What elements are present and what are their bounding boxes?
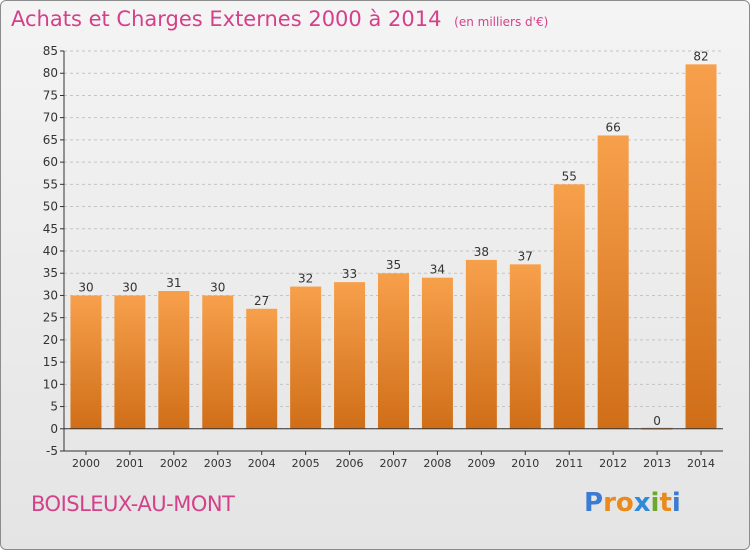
bar [509, 264, 541, 429]
data-label: 0 [653, 414, 661, 428]
logo-letter: i [650, 488, 660, 518]
y-tick-label: 70 [43, 111, 58, 125]
x-tick-label: 2012 [599, 457, 627, 470]
bar [114, 295, 146, 429]
bar [597, 135, 629, 429]
x-tick-label: 2013 [643, 457, 671, 470]
y-tick-label: 55 [43, 177, 58, 191]
y-tick-label: 45 [43, 222, 58, 236]
logo-letter: t [659, 488, 672, 518]
y-tick-label: 5 [50, 400, 58, 414]
data-label: 32 [298, 272, 313, 286]
data-label: 82 [693, 49, 708, 63]
x-tick-label: 2004 [248, 457, 276, 470]
x-tick-label: 2001 [116, 457, 144, 470]
data-label: 34 [430, 263, 445, 277]
bar [334, 282, 366, 429]
y-tick-label: 60 [43, 155, 58, 169]
x-tick-label: 2000 [72, 457, 100, 470]
logo-letter: i [671, 488, 681, 518]
bar [685, 64, 717, 429]
y-tick-label: -5 [46, 444, 58, 458]
bar [421, 277, 453, 429]
bar [158, 291, 190, 429]
x-tick-label: 2002 [160, 457, 188, 470]
data-label: 30 [78, 280, 93, 294]
data-label: 35 [386, 258, 401, 272]
logo-letter: r [603, 488, 616, 518]
bar [465, 259, 497, 429]
x-tick-label: 2009 [467, 457, 495, 470]
proxiti-logo[interactable]: Proxiti [584, 488, 681, 518]
x-tick-label: 2005 [292, 457, 320, 470]
bar [290, 286, 322, 429]
data-label: 37 [518, 249, 533, 263]
y-tick-label: 10 [43, 377, 58, 391]
bar [553, 184, 585, 429]
x-tick-label: 2010 [511, 457, 539, 470]
y-tick-label: 35 [43, 266, 58, 280]
chart-title: Achats et Charges Externes 2000 à 2014 (… [11, 7, 548, 31]
bar [246, 308, 278, 429]
bar [70, 295, 102, 429]
bar [202, 295, 234, 429]
y-tick-label: 85 [43, 44, 58, 58]
data-label: 33 [342, 267, 357, 281]
y-tick-label: 20 [43, 333, 58, 347]
data-label: 30 [122, 280, 137, 294]
y-tick-label: 30 [43, 288, 58, 302]
y-tick-label: 40 [43, 244, 58, 258]
data-label: 27 [254, 294, 269, 308]
y-tick-label: 80 [43, 66, 58, 80]
logo-letter: P [584, 488, 604, 518]
x-tick-label: 2003 [204, 457, 232, 470]
x-tick-label: 2011 [555, 457, 583, 470]
logo-letter: x [633, 488, 651, 518]
bar [378, 273, 409, 429]
x-tick-label: 2014 [687, 457, 715, 470]
title-text: Achats et Charges Externes 2000 à 2014 [11, 7, 442, 31]
logo-letter: o [615, 488, 634, 518]
y-tick-label: 0 [50, 422, 58, 436]
chart-subtitle: (en milliers d'€) [454, 15, 549, 29]
axes: -5 0 5 10 15 20 25 30 35 40 45 50 55 60 65 70 75 80 85 2000… [43, 44, 723, 470]
y-tick-label: 50 [43, 200, 58, 214]
y-tick-label: 65 [43, 133, 58, 147]
x-tick-label: 2007 [380, 457, 408, 470]
city-name: BOISLEUX-AU-MONT [31, 492, 235, 516]
data-label: 55 [562, 169, 577, 183]
data-label: 30 [210, 280, 225, 294]
y-tick-label: 75 [43, 88, 58, 102]
x-tick-label: 2006 [336, 457, 364, 470]
data-label: 66 [606, 120, 621, 134]
y-tick-label: 25 [43, 311, 58, 325]
data-label: 38 [474, 245, 489, 259]
bars: 30 30 31 30 27 32 33 35 34 38 37 55 66 0 82 [70, 49, 717, 430]
x-tick-label: 2008 [423, 457, 451, 470]
data-label: 31 [166, 276, 181, 290]
y-tick-label: 15 [43, 355, 58, 369]
